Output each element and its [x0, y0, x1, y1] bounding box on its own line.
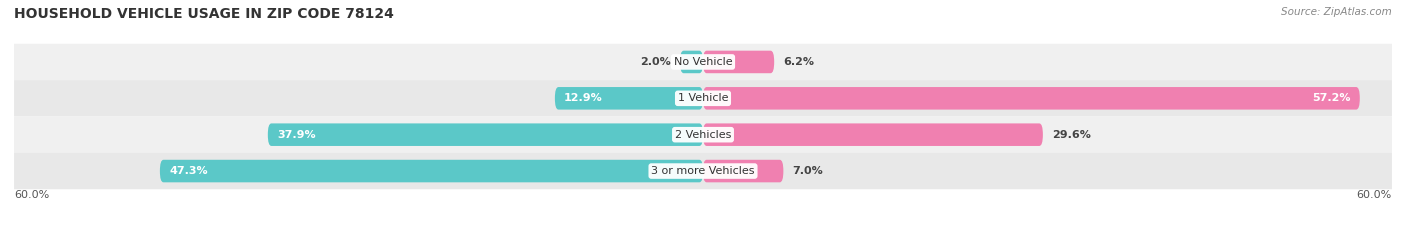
Text: 60.0%: 60.0%	[14, 190, 49, 200]
FancyBboxPatch shape	[14, 116, 1392, 153]
FancyBboxPatch shape	[267, 123, 703, 146]
FancyBboxPatch shape	[555, 87, 703, 110]
FancyBboxPatch shape	[14, 80, 1392, 116]
Text: 3 or more Vehicles: 3 or more Vehicles	[651, 166, 755, 176]
FancyBboxPatch shape	[14, 44, 1392, 80]
FancyBboxPatch shape	[14, 153, 1392, 189]
FancyBboxPatch shape	[703, 123, 1043, 146]
Text: 6.2%: 6.2%	[783, 57, 814, 67]
Legend: Owner-occupied, Renter-occupied: Owner-occupied, Renter-occupied	[579, 230, 827, 233]
FancyBboxPatch shape	[703, 87, 1360, 110]
Text: 47.3%: 47.3%	[169, 166, 208, 176]
Text: 2 Vehicles: 2 Vehicles	[675, 130, 731, 140]
Text: No Vehicle: No Vehicle	[673, 57, 733, 67]
Text: 12.9%: 12.9%	[564, 93, 603, 103]
Text: 57.2%: 57.2%	[1312, 93, 1351, 103]
Text: 1 Vehicle: 1 Vehicle	[678, 93, 728, 103]
FancyBboxPatch shape	[703, 51, 775, 73]
FancyBboxPatch shape	[681, 51, 703, 73]
Text: Source: ZipAtlas.com: Source: ZipAtlas.com	[1281, 7, 1392, 17]
Text: 60.0%: 60.0%	[1357, 190, 1392, 200]
Text: 2.0%: 2.0%	[640, 57, 671, 67]
FancyBboxPatch shape	[160, 160, 703, 182]
Text: 7.0%: 7.0%	[793, 166, 824, 176]
Text: 37.9%: 37.9%	[277, 130, 315, 140]
FancyBboxPatch shape	[703, 160, 783, 182]
Text: 29.6%: 29.6%	[1052, 130, 1091, 140]
Text: HOUSEHOLD VEHICLE USAGE IN ZIP CODE 78124: HOUSEHOLD VEHICLE USAGE IN ZIP CODE 7812…	[14, 7, 394, 21]
